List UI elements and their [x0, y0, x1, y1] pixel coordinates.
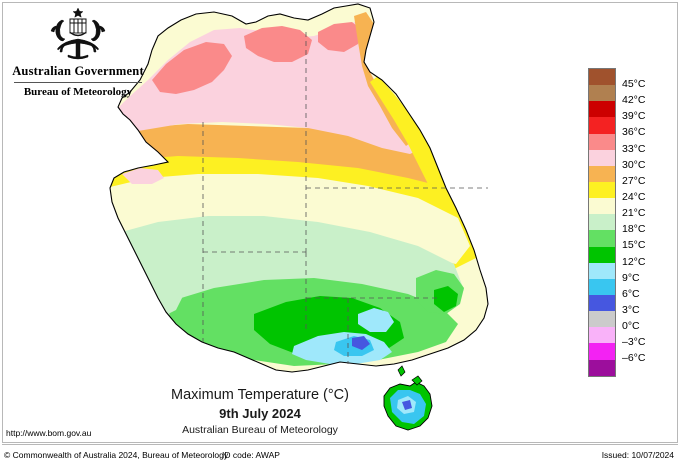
- legend-color-chip: [589, 294, 615, 312]
- legend-tick-label: 30°C: [622, 158, 646, 171]
- legend-swatch-21°C: [589, 198, 615, 215]
- legend-swatch-33°C: [589, 133, 615, 150]
- agency-title: Bureau of Meteorology: [23, 86, 133, 98]
- legend-tick-label: 21°C: [622, 207, 646, 220]
- legend-color-chip: [589, 246, 615, 263]
- legend-tick-label: –6°C: [622, 352, 646, 365]
- legend-tick-label: 36°C: [622, 126, 646, 139]
- legend-swatch-15°C: [589, 230, 615, 247]
- coastline: [109, 3, 489, 373]
- legend-color-chip: [589, 149, 615, 166]
- state-borders: [202, 32, 488, 364]
- legend-color-chip: [589, 69, 615, 86]
- legend-color-chip: [589, 133, 615, 150]
- australia-temperature-map: [18, 2, 558, 442]
- legend-color-chip: [589, 230, 615, 247]
- map-organisation: Australian Bureau of Meteorology: [182, 424, 338, 436]
- legend-swatch-42°C: [589, 85, 615, 102]
- legend-swatch-0°C: [589, 311, 615, 328]
- legend-color-chip: [589, 327, 615, 344]
- copyright-notice: © Commonwealth of Australia 2024, Bureau…: [4, 450, 229, 460]
- page-title: Maximum Temperature (°C): [171, 387, 349, 403]
- legend-swatch-18°C: [589, 214, 615, 231]
- legend-swatch-–6°C: [589, 343, 615, 360]
- australian-coat-of-arms-icon: [50, 7, 106, 60]
- legend-swatch-lowest: [589, 359, 615, 376]
- id-code: ID code: AWAP: [222, 450, 280, 460]
- legend-swatch-9°C: [589, 262, 615, 279]
- legend-swatch-27°C: [589, 165, 615, 182]
- bom-url[interactable]: http://www.bom.gov.au: [6, 428, 92, 438]
- footer-divider: [2, 444, 678, 445]
- legend-tick-label: 42°C: [622, 94, 646, 107]
- temperature-legend-labels: 45°C 42°C 39°C 36°C 33°C 30°C 27°C 24°C 21°C 18°C…: [620, 76, 676, 383]
- legend-swatch-36°C: [589, 117, 615, 134]
- legend-tick-label: 0°C: [622, 320, 640, 333]
- map-landmass: [109, 3, 489, 431]
- legend-color-chip: [589, 214, 615, 231]
- legend-tick-label: 27°C: [622, 174, 646, 187]
- legend-tick-label: 24°C: [622, 190, 646, 203]
- legend-color-chip: [589, 278, 615, 295]
- legend-color-chip: [589, 85, 615, 102]
- legend-tick-label: 12°C: [622, 255, 646, 268]
- government-title: Australian Government: [12, 64, 144, 78]
- tasmania: [383, 365, 433, 431]
- legend-color-chip: [589, 181, 615, 199]
- legend-tick-label: –3°C: [622, 336, 646, 349]
- bom-header: Australian Government Bureau of Meteorol…: [8, 6, 148, 98]
- header-divider: [14, 82, 142, 83]
- legend-tick-label: 39°C: [622, 110, 646, 123]
- legend-tick-label: 6°C: [622, 287, 640, 300]
- map-svg: [109, 3, 489, 431]
- legend-swatch-–3°C: [589, 327, 615, 344]
- legend-color-chip: [589, 359, 615, 376]
- legend-swatch-24°C: [589, 181, 615, 199]
- legend-tick-label: 33°C: [622, 142, 646, 155]
- legend-tick-label: 18°C: [622, 223, 646, 236]
- map-date: 9th July 2024: [219, 406, 301, 421]
- legend-swatch-30°C: [589, 149, 615, 166]
- legend-color-chip: [589, 101, 615, 118]
- legend-tick-label: 15°C: [622, 239, 646, 252]
- temperature-legend-scale: [588, 68, 616, 377]
- legend-color-chip: [589, 165, 615, 182]
- legend-color-chip: [589, 117, 615, 134]
- legend-swatch-6°C: [589, 278, 615, 295]
- legend-color-chip: [589, 343, 615, 360]
- legend-swatch-12°C: [589, 246, 615, 263]
- legend-color-chip: [589, 262, 615, 279]
- legend-tick-label: [620, 367, 676, 383]
- legend-swatch-45°C: [589, 69, 615, 86]
- legend-color-chip: [589, 311, 615, 328]
- issued-date: Issued: 10/07/2024: [601, 450, 674, 460]
- legend-tick-label: 9°C: [622, 271, 640, 284]
- legend-swatch-39°C: [589, 101, 615, 118]
- legend-swatch-3°C: [589, 294, 615, 312]
- legend-tick-label: 45°C: [622, 78, 646, 90]
- map-title-block: Maximum Temperature (°C) 9th July 2024 A…: [100, 386, 420, 437]
- legend-tick-label: 3°C: [622, 303, 640, 316]
- legend-color-chip: [589, 198, 615, 215]
